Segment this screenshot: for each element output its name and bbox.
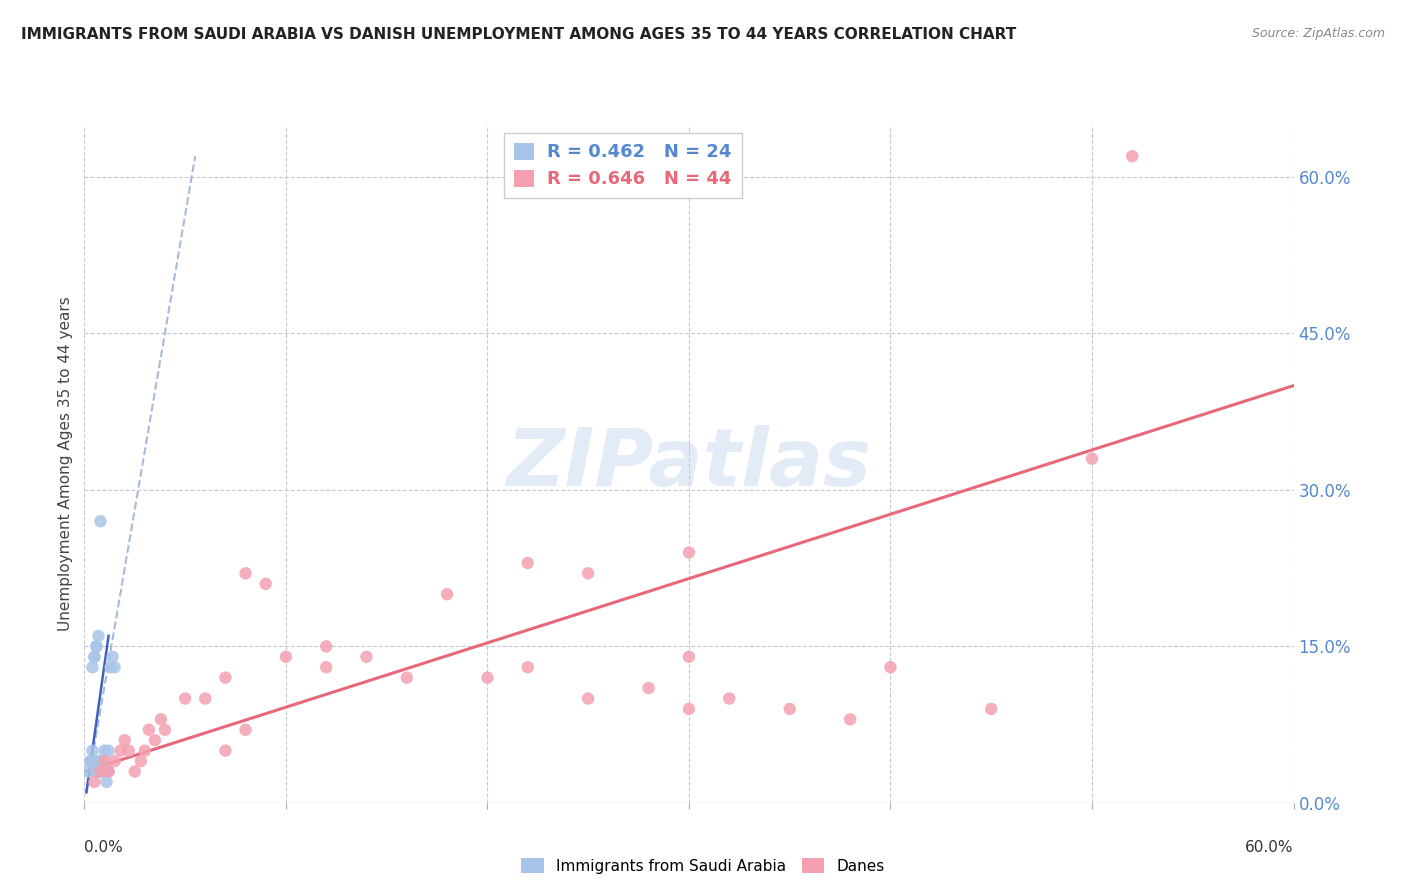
Point [879,660,901,674]
Point [153,723,176,737]
Text: 60.0%: 60.0% [1246,840,1294,855]
Point [143,733,166,747]
Point [1081,451,1104,466]
Point [129,754,152,768]
Point [83,649,105,664]
Point [114,733,136,747]
Legend: R = 0.462   N = 24, R = 0.646   N = 44: R = 0.462 N = 24, R = 0.646 N = 44 [503,133,741,198]
Point [516,660,538,674]
Point [138,723,160,737]
Y-axis label: Unemployment Among Ages 35 to 44 years: Unemployment Among Ages 35 to 44 years [58,296,73,632]
Point [678,702,700,716]
Point [134,744,156,758]
Point [87,754,110,768]
Point [83,649,105,664]
Point [149,712,172,726]
Point [194,691,217,706]
Point [93,764,115,779]
Point [235,566,257,581]
Point [77,764,100,779]
Point [516,556,538,570]
Point [678,649,700,664]
Point [678,545,700,559]
Point [477,671,499,685]
Point [91,754,114,768]
Point [104,660,127,674]
Point [235,723,257,737]
Point [637,681,659,695]
Point [86,640,108,654]
Point [315,640,337,654]
Point [79,754,101,768]
Point [576,566,599,581]
Point [86,640,108,654]
Point [89,764,111,779]
Point [254,576,277,591]
Point [315,660,337,674]
Point [86,764,108,779]
Point [101,649,124,664]
Point [100,660,122,674]
Point [779,702,801,716]
Point [174,691,197,706]
Point [93,744,115,758]
Point [124,764,146,779]
Point [96,775,118,789]
Point [83,775,105,789]
Point [436,587,458,601]
Point [980,702,1002,716]
Text: 0.0%: 0.0% [84,840,124,855]
Text: IMMIGRANTS FROM SAUDI ARABIA VS DANISH UNEMPLOYMENT AMONG AGES 35 TO 44 YEARS CO: IMMIGRANTS FROM SAUDI ARABIA VS DANISH U… [21,27,1017,42]
Point [82,744,104,758]
Point [214,744,236,758]
Point [274,649,297,664]
Point [356,649,378,664]
Point [89,764,111,779]
Point [110,744,132,758]
Point [576,691,599,706]
Point [214,671,236,685]
Point [97,764,120,779]
Point [89,514,111,528]
Point [97,764,120,779]
Point [82,660,104,674]
Point [83,754,105,768]
Text: Source: ZipAtlas.com: Source: ZipAtlas.com [1251,27,1385,40]
Point [79,754,101,768]
Point [93,754,115,768]
Point [395,671,418,685]
Point [118,744,141,758]
Point [104,754,127,768]
Text: ZIPatlas: ZIPatlas [506,425,872,503]
Legend: Immigrants from Saudi Arabia, Danes: Immigrants from Saudi Arabia, Danes [515,852,891,880]
Point [1121,149,1143,163]
Point [87,629,110,643]
Point [839,712,862,726]
Point [97,744,120,758]
Point [718,691,741,706]
